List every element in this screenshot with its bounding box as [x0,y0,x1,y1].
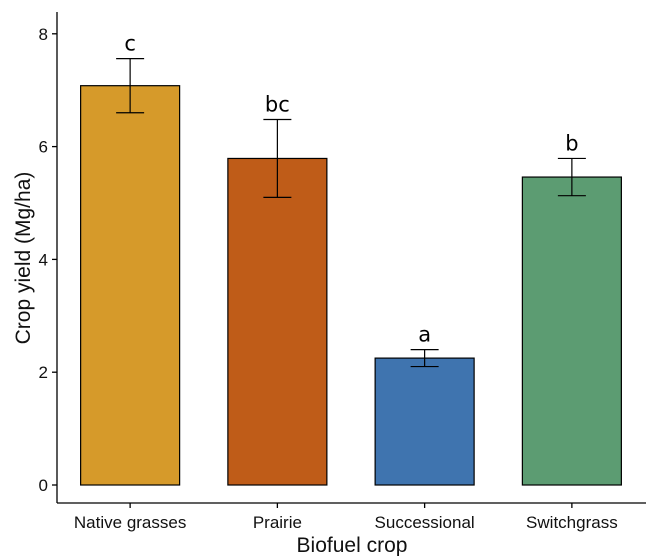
y-tick-label: 4 [39,250,48,269]
y-tick-label: 6 [39,138,48,157]
significance-label: c [124,32,136,56]
bar [374,357,475,486]
x-tick-label: Switchgrass [526,513,618,532]
significance-label: bc [265,93,290,117]
x-tick-label: Prairie [253,513,302,532]
significance-label: a [418,323,431,347]
significance-label: b [565,131,578,155]
bar [80,85,181,486]
bar [521,176,622,486]
x-tick-label: Successional [375,513,475,532]
x-axis-title: Biofuel crop [297,534,408,556]
y-tick-label: 2 [39,363,48,382]
bar [227,157,328,486]
y-tick-label: 0 [39,476,48,495]
x-tick-label: Native grasses [74,513,186,532]
y-axis-title: Crop yield (Mg/ha) [12,172,35,345]
y-tick-label: 8 [39,25,48,44]
